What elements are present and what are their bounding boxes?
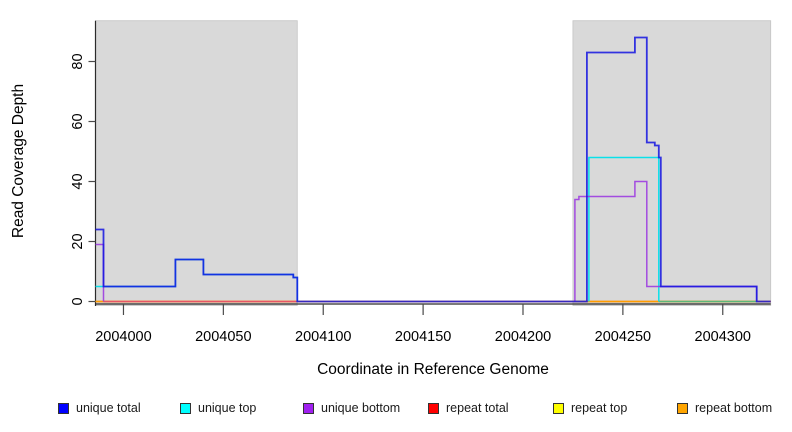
x-tick-label: 2004000 [95,329,151,345]
legend-swatch-unique-total [58,402,69,414]
x-tick-label: 2004100 [295,329,351,345]
x-axis-title: Coordinate in Reference Genome [317,361,549,378]
legend-item-unique-total: unique total [58,400,141,416]
legend-swatch-unique-bottom [303,402,314,414]
legend-label: repeat bottom [695,401,773,415]
legend-item-unique-bottom: unique bottom [303,400,400,416]
shaded-region-left [95,20,298,306]
x-tick-label: 2004300 [695,329,751,345]
legend-swatch-repeat-bottom [677,402,688,414]
legend-swatch-repeat-total [428,402,439,414]
x-tick-label: 2004050 [195,329,251,345]
legend-label: repeat top [571,401,628,415]
y-tick-label: 0 [70,297,86,305]
y-axis-title: Read Coverage Depth [10,83,27,239]
legend-label: repeat total [446,401,509,415]
y-tick-label: 60 [70,113,86,129]
legend-item-repeat-total: repeat total [428,400,509,416]
x-tick-label: 2004200 [495,329,551,345]
y-tick-label: 40 [70,173,86,189]
legend-swatch-unique-top [180,402,191,414]
y-tick-label: 20 [70,233,86,249]
legend-item-repeat-bottom: repeat bottom [677,400,772,416]
series-unique-total-line [95,36,771,303]
legend-item-unique-top: unique top [180,400,256,416]
x-tick-label: 2004250 [595,329,651,345]
legend-label: unique bottom [321,401,401,415]
y-tick-label: 80 [70,53,86,69]
legend-label: unique top [198,401,257,415]
x-tick-label: 2004150 [395,329,451,345]
shaded-region-right [572,20,772,306]
legend-label: unique total [76,401,141,415]
series-unique-top-line [588,156,660,302]
legend-swatch-repeat-top [553,402,564,414]
legend-item-repeat-top: repeat top [553,400,627,416]
